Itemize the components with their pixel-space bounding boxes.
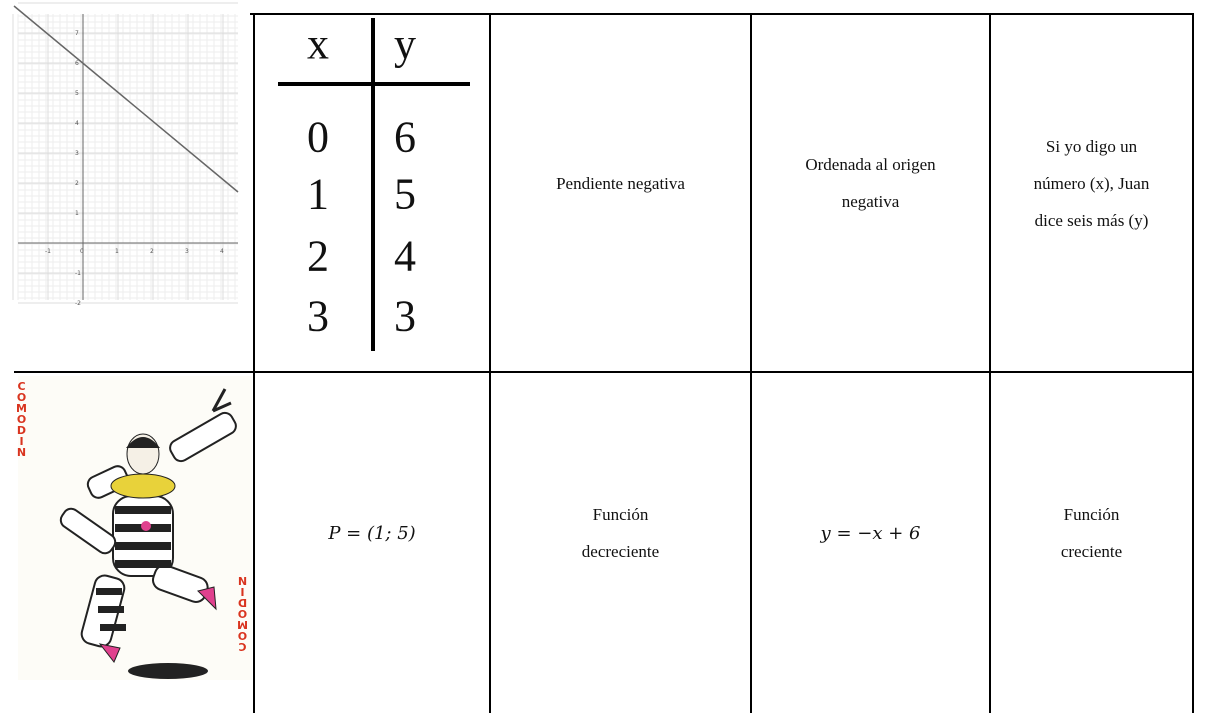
border bbox=[489, 13, 491, 713]
table-cell: P = (1; 5) bbox=[255, 373, 489, 693]
table-cell: 1 bbox=[307, 169, 329, 219]
border bbox=[253, 13, 255, 713]
table-cell: y = −x + 6 bbox=[752, 373, 989, 693]
table-cell: 3 bbox=[394, 291, 416, 341]
joker-card bbox=[18, 376, 252, 680]
y-tick-label: -1 bbox=[75, 270, 81, 277]
table-cell: Función creciente bbox=[991, 373, 1192, 693]
x-tick-label: 3 bbox=[185, 248, 189, 255]
x-tick-label: -1 bbox=[45, 248, 51, 255]
border bbox=[250, 13, 1194, 15]
y-tick-label: 2 bbox=[75, 180, 79, 187]
table-cell: 2 bbox=[307, 231, 329, 281]
y-tick-label: 6 bbox=[75, 60, 79, 67]
x-tick-label: 1 bbox=[115, 248, 119, 255]
cell-line: decreciente bbox=[581, 542, 660, 561]
table-cell: Función decreciente bbox=[491, 373, 750, 693]
table-cell: 6 bbox=[394, 112, 416, 162]
cell-line: P = (1; 5) bbox=[328, 522, 416, 544]
cell-line: número (x), Juan bbox=[1033, 173, 1150, 193]
border bbox=[1192, 13, 1194, 713]
y-tick-label: 3 bbox=[75, 150, 79, 157]
x-tick-label: 0 bbox=[80, 248, 84, 255]
y-tick-label: 7 bbox=[75, 30, 79, 37]
table-header: y bbox=[394, 19, 416, 69]
cell-line: Si yo digo un bbox=[1045, 136, 1138, 156]
cell-line: Pendiente negativa bbox=[556, 173, 685, 193]
t-table-vline bbox=[371, 18, 375, 351]
graph: -1 0 1 2 3 4 7 6 5 4 3 2 1 -1 -2 bbox=[12, 2, 239, 307]
cell-line: creciente bbox=[1060, 542, 1123, 561]
border bbox=[14, 371, 1194, 373]
table-cell: 4 bbox=[394, 231, 416, 281]
table-cell: Ordenada al origen negativa bbox=[752, 15, 989, 351]
card-text: COMODIN bbox=[15, 380, 28, 457]
cell-line: negativa bbox=[841, 192, 900, 211]
x-tick-label: 2 bbox=[150, 248, 154, 255]
y-tick-label: 4 bbox=[75, 120, 79, 127]
table-cell: Pendiente negativa bbox=[491, 15, 750, 351]
cell-line: Función bbox=[592, 505, 649, 524]
graph-line bbox=[13, 5, 239, 193]
cell-line: Función bbox=[1063, 505, 1120, 524]
table-cell: Si yo digo un número (x), Juan dice seis m… bbox=[991, 15, 1192, 351]
border bbox=[750, 13, 752, 713]
table-header: x bbox=[307, 19, 329, 69]
y-tick-label: -2 bbox=[75, 300, 81, 307]
y-tick-label: 1 bbox=[75, 210, 79, 217]
x-tick-label: 4 bbox=[220, 248, 224, 255]
table-cell: 0 bbox=[307, 112, 329, 162]
y-tick-label: 5 bbox=[75, 90, 79, 97]
cell-line: dice seis más (y) bbox=[1034, 210, 1149, 230]
cell-line: Ordenada al origen bbox=[805, 155, 936, 174]
table-cell: 3 bbox=[307, 291, 329, 341]
border bbox=[989, 13, 991, 713]
card-text: COMODIN bbox=[236, 576, 249, 653]
table-cell: 5 bbox=[394, 169, 416, 219]
cell-line: y = −x + 6 bbox=[820, 522, 921, 544]
